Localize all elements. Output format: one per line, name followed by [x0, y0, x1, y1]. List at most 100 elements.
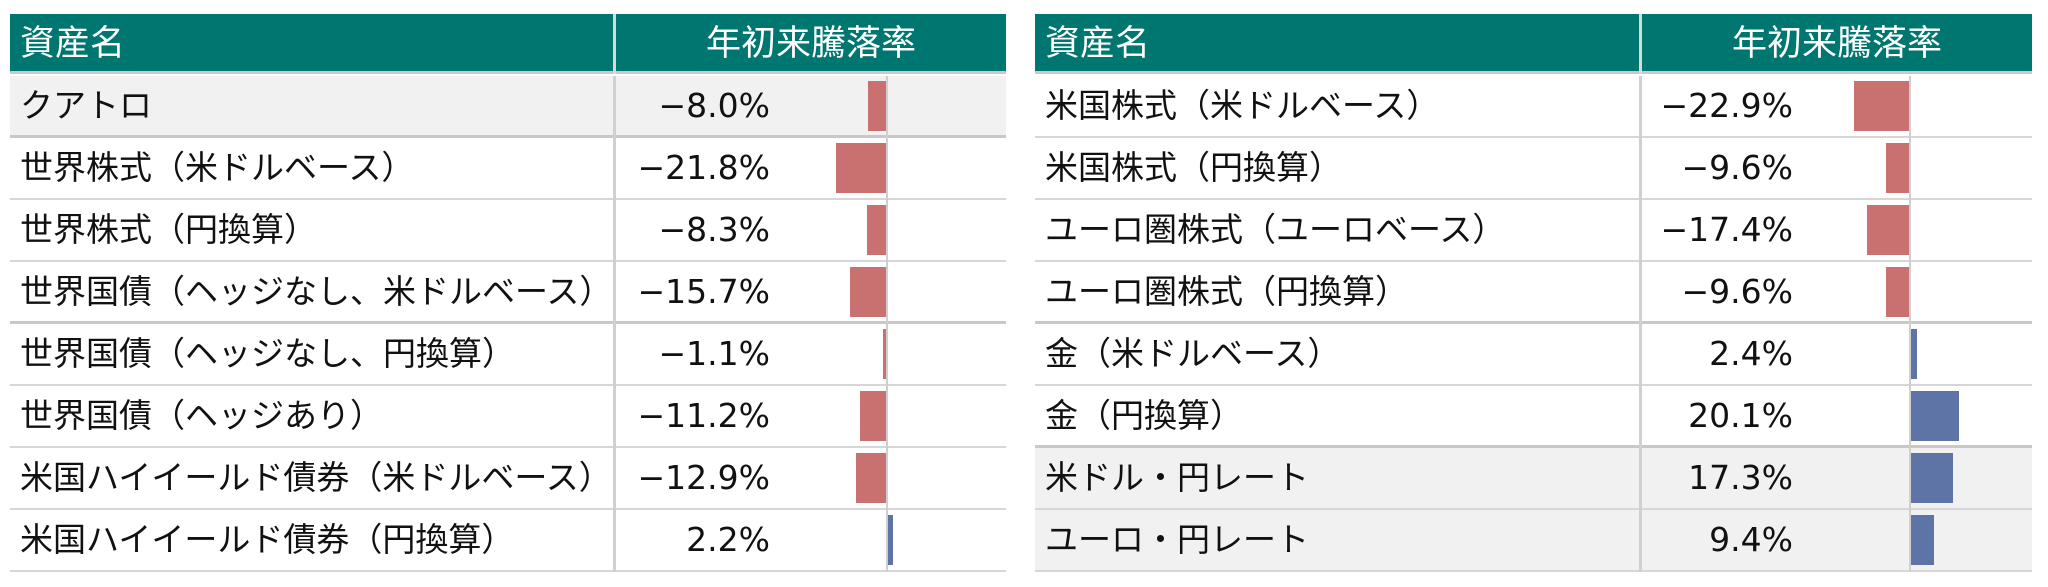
- positive-bar: [1911, 329, 1917, 379]
- ytd-return-value: 2.4%: [1709, 334, 1793, 373]
- column-divider: [1639, 200, 1642, 262]
- ytd-return-value: −9.6%: [1681, 272, 1794, 311]
- asset-name: 金（円換算）: [1045, 396, 1243, 435]
- ytd-return-value: −11.2%: [637, 396, 770, 435]
- bar-zero-axis: [886, 262, 888, 324]
- ytd-return-value: −8.0%: [658, 86, 771, 125]
- bar-zero-axis: [886, 448, 888, 510]
- positive-bar: [1911, 453, 1953, 503]
- asset-name: 米国株式（米ドルベース）: [1045, 86, 1440, 125]
- table-row: 世界国債（ヘッジあり） −11.2%: [10, 386, 1006, 448]
- ytd-return-value: −9.6%: [1681, 148, 1794, 187]
- ytd-return-value: −12.9%: [637, 458, 770, 497]
- table-row: 米国ハイイールド債券（円換算） 2.2%: [10, 510, 1006, 572]
- bar-zero-axis: [886, 386, 888, 448]
- asset-name: 世界株式（米ドルベース）: [20, 148, 415, 187]
- asset-name: 米国ハイイールド債券（円換算）: [20, 520, 515, 559]
- ytd-return-value: 20.1%: [1688, 396, 1793, 435]
- table-row: 米国株式（円換算） −9.6%: [1035, 138, 2032, 200]
- ytd-return-value: −21.8%: [637, 148, 770, 187]
- negative-bar: [866, 205, 886, 255]
- ytd-return-value: −1.1%: [658, 334, 771, 373]
- column-divider: [613, 262, 616, 324]
- column-divider: [613, 76, 616, 138]
- column-divider: [1639, 262, 1642, 324]
- negative-bar: [883, 329, 886, 379]
- column-divider: [613, 448, 616, 510]
- bar-zero-axis: [1909, 138, 1911, 200]
- table-row: ユーロ圏株式（円換算） −9.6%: [1035, 262, 2032, 324]
- asset-name: ユーロ圏株式（ユーロベース）: [1045, 210, 1506, 249]
- bar-zero-axis: [886, 324, 888, 386]
- column-divider: [613, 324, 616, 386]
- column-divider: [1639, 510, 1642, 572]
- table-row: ユーロ圏株式（ユーロベース） −17.4%: [1035, 200, 2032, 262]
- bar-zero-axis: [1909, 386, 1911, 448]
- negative-bar: [860, 391, 886, 441]
- asset-name: クアトロ: [20, 86, 152, 125]
- table-row: 世界国債（ヘッジなし、円換算） −1.1%: [10, 324, 1006, 386]
- table-row: 世界国債（ヘッジなし、米ドルベース） −15.7%: [10, 262, 1006, 324]
- table-row: クアトロ −8.0%: [10, 76, 1006, 138]
- table-header: 資産名 年初来騰落率: [10, 14, 1006, 74]
- table-row: 世界株式（米ドルベース） −21.8%: [10, 138, 1006, 200]
- table-row: ユーロ・円レート 9.4%: [1035, 510, 2032, 572]
- negative-bar: [1854, 81, 1909, 131]
- bar-zero-axis: [1909, 262, 1911, 324]
- column-divider: [613, 200, 616, 262]
- table-row: 世界株式（円換算） −8.3%: [10, 200, 1006, 262]
- negative-bar: [849, 267, 886, 317]
- column-divider: [1639, 448, 1642, 510]
- asset-name: 米国株式（円換算）: [1045, 148, 1342, 187]
- table-row: 金（円換算） 20.1%: [1035, 386, 2032, 448]
- ytd-return-value: 2.2%: [686, 520, 770, 559]
- positive-bar: [888, 515, 894, 565]
- bar-zero-axis: [1909, 324, 1911, 386]
- table-row: 米国株式（米ドルベース） −22.9%: [1035, 76, 2032, 138]
- ytd-return-value: −8.3%: [658, 210, 771, 249]
- header-asset-name: 資産名: [20, 24, 126, 64]
- column-divider: [1639, 76, 1642, 138]
- bar-zero-axis: [886, 76, 888, 138]
- header-ytd-return: 年初来騰落率: [1639, 14, 2032, 74]
- column-divider: [1639, 324, 1642, 386]
- header-asset-name: 資産名: [1045, 24, 1151, 64]
- bar-zero-axis: [886, 200, 888, 262]
- negative-bar: [1885, 267, 1909, 317]
- positive-bar: [1911, 391, 1960, 441]
- table-row: 米ドル・円レート 17.3%: [1035, 448, 2032, 510]
- bar-zero-axis: [1909, 448, 1911, 510]
- column-divider: [613, 510, 616, 572]
- negative-bar: [867, 81, 886, 131]
- header-ytd-return: 年初来騰落率: [613, 14, 1006, 74]
- asset-name: 米ドル・円レート: [1045, 458, 1309, 497]
- asset-name: 世界株式（円換算）: [20, 210, 317, 249]
- bar-zero-axis: [886, 510, 888, 572]
- column-divider: [1639, 138, 1642, 200]
- bar-zero-axis: [1909, 200, 1911, 262]
- column-divider: [613, 386, 616, 448]
- column-divider: [1639, 386, 1642, 448]
- asset-name: 世界国債（ヘッジなし、円換算）: [20, 334, 515, 373]
- ytd-return-value: 17.3%: [1688, 458, 1793, 497]
- ytd-return-value: −15.7%: [637, 272, 770, 311]
- positive-bar: [1911, 515, 1934, 565]
- table-row: 金（米ドルベース） 2.4%: [1035, 324, 2032, 386]
- right-table: 資産名 年初来騰落率米国株式（米ドルベース） −22.9% 米国株式（円換算） −9.6…: [1035, 14, 2032, 574]
- negative-bar: [1885, 143, 1909, 193]
- left-table: 資産名 年初来騰落率 クアトロ −8.0% 世界株式（米ドルベース） −21.8% 世界株式…: [10, 14, 1006, 574]
- asset-name: 世界国債（ヘッジなし、米ドルベース）: [20, 272, 613, 311]
- asset-name: 米国ハイイールド債券（米ドルベース）: [20, 458, 612, 497]
- negative-bar: [835, 143, 886, 193]
- table-header: 資産名 年初来騰落率: [1035, 14, 2032, 74]
- negative-bar: [856, 453, 886, 503]
- asset-name: ユーロ圏株式（円換算）: [1045, 272, 1408, 311]
- table-row: 米国ハイイールド債券（米ドルベース） −12.9%: [10, 448, 1006, 510]
- asset-name: 金（米ドルベース）: [1045, 334, 1341, 373]
- asset-name: ユーロ・円レート: [1045, 520, 1309, 559]
- ytd-return-value: 9.4%: [1709, 520, 1793, 559]
- ytd-return-value: −22.9%: [1660, 86, 1793, 125]
- bar-zero-axis: [1909, 76, 1911, 138]
- bar-zero-axis: [886, 138, 888, 200]
- column-divider: [613, 138, 616, 200]
